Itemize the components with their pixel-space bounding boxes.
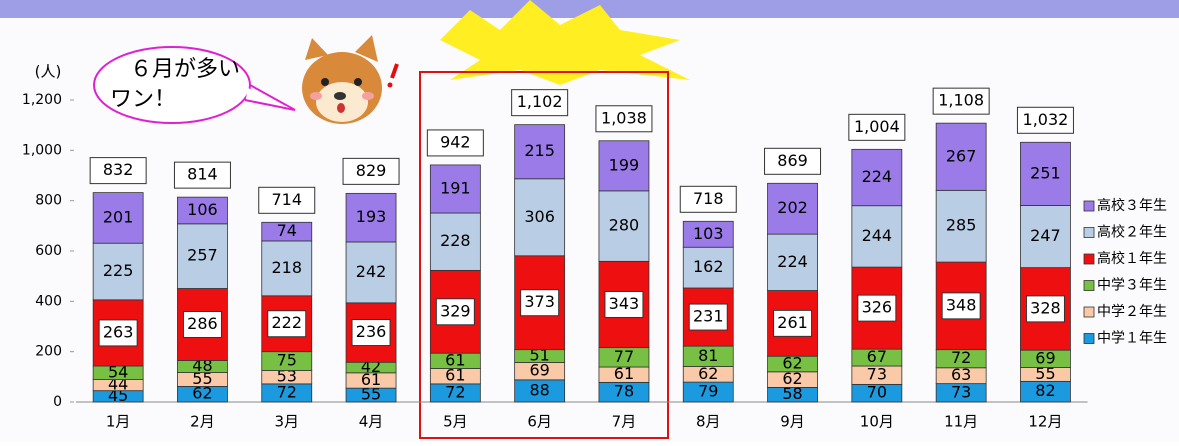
legend-label: 高校１年生 xyxy=(1097,250,1167,267)
page: ６月が多い ワン！ (人) 0 200 400 600 800 1,000 1,200 1月 4… xyxy=(0,0,1179,446)
segment-label: 78 xyxy=(614,382,634,401)
legend-label: 中学２年生 xyxy=(1097,304,1167,320)
total-label: 1,038 xyxy=(601,108,647,127)
segment-label: 191 xyxy=(440,178,471,197)
segment-label: 82 xyxy=(1035,381,1055,400)
segment-label: 106 xyxy=(187,200,218,219)
segment-label: 306 xyxy=(524,207,555,226)
total-label: 832 xyxy=(103,160,134,179)
segment-label: 373 xyxy=(524,292,555,311)
segment-label: 236 xyxy=(356,322,387,341)
x-tick-label: 10月 xyxy=(860,413,894,431)
legend-label: 中学３年生 xyxy=(1097,278,1167,294)
segment-label: 215 xyxy=(524,141,555,160)
legend-label: 高校３年生 xyxy=(1097,197,1167,214)
segment-label: 88 xyxy=(529,380,549,399)
segment-label: 72 xyxy=(951,348,971,367)
legend-label: 高校２年生 xyxy=(1097,224,1167,241)
x-tick-label: 2月 xyxy=(190,413,215,431)
segment-label: 326 xyxy=(862,298,893,317)
segment-label: 201 xyxy=(103,207,134,226)
legend-swatch xyxy=(1084,281,1094,291)
segment-label: 231 xyxy=(693,307,724,326)
y-tick-label: 1,000 xyxy=(22,142,62,158)
segment-label: 286 xyxy=(187,314,218,333)
segment-label: 257 xyxy=(187,246,218,265)
total-label: 1,108 xyxy=(938,91,984,110)
legend-swatch xyxy=(1084,254,1094,264)
x-tick-label: 6月 xyxy=(527,413,552,431)
legend-swatch xyxy=(1084,307,1094,317)
segment-label: 70 xyxy=(867,383,887,402)
x-tick-label: 5月 xyxy=(443,413,468,431)
legend-swatch xyxy=(1084,228,1094,238)
segment-label: 69 xyxy=(1035,348,1055,367)
segment-label: 263 xyxy=(103,322,134,341)
y-tick-label: 0 xyxy=(53,394,62,410)
segment-label: 218 xyxy=(271,258,302,277)
segment-label: 162 xyxy=(693,257,724,276)
total-label: 829 xyxy=(356,161,387,180)
y-tick-label: 800 xyxy=(35,193,62,209)
segment-label: 193 xyxy=(356,207,387,226)
segment-label: 67 xyxy=(867,347,887,366)
y-tick-label: 600 xyxy=(35,243,62,259)
segment-label: 81 xyxy=(698,346,718,365)
y-tick-label: 1,200 xyxy=(22,92,62,108)
segment-label: 199 xyxy=(609,155,640,174)
segment-label: 280 xyxy=(609,216,640,235)
x-tick-label: 7月 xyxy=(612,413,637,431)
segment-label: 73 xyxy=(867,365,887,384)
segment-label: 77 xyxy=(614,347,634,366)
x-tick-label: 8月 xyxy=(696,413,721,431)
legend-swatch xyxy=(1084,334,1094,344)
x-tick-label: 1月 xyxy=(106,413,131,431)
x-tick-label: 9月 xyxy=(780,413,805,431)
segment-label: 329 xyxy=(440,301,471,320)
segment-label: 224 xyxy=(862,167,893,186)
segment-label: 242 xyxy=(356,262,387,281)
total-label: 714 xyxy=(271,190,302,209)
y-tick-label: 400 xyxy=(35,293,62,309)
segment-label: 261 xyxy=(777,313,808,332)
legend-swatch xyxy=(1084,201,1094,211)
segment-label: 72 xyxy=(445,382,465,401)
x-tick-label: 3月 xyxy=(274,413,299,431)
y-unit: (人) xyxy=(35,63,62,81)
segment-label: 74 xyxy=(277,221,297,240)
chart: ６月が多い ワン！ (人) 0 200 400 600 800 1,000 1,200 1月 4… xyxy=(0,0,1179,442)
callout-text: ６月が多い xyxy=(130,57,240,82)
segment-label: 285 xyxy=(946,216,977,235)
x-tick-label: 11月 xyxy=(944,413,978,431)
callout-text: ワン！ xyxy=(110,87,176,112)
x-tick-label: 12月 xyxy=(1028,413,1062,431)
segment-label: 228 xyxy=(440,231,471,250)
segment-label: 244 xyxy=(862,226,893,245)
total-label: 869 xyxy=(777,151,808,170)
segment-label: 73 xyxy=(951,382,971,401)
total-label: 814 xyxy=(187,165,218,184)
segment-label: 251 xyxy=(1030,163,1061,182)
total-label: 1,032 xyxy=(1023,110,1069,129)
y-tick-label: 200 xyxy=(35,344,62,360)
segment-label: 79 xyxy=(698,382,718,401)
segment-label: 247 xyxy=(1030,226,1061,245)
segment-label: 202 xyxy=(777,198,808,217)
segment-label: 343 xyxy=(609,294,640,313)
segment-label: 328 xyxy=(1030,298,1061,317)
total-label: 718 xyxy=(693,189,724,208)
legend-label: 中学１年生 xyxy=(1097,331,1167,347)
segment-label: 103 xyxy=(693,224,724,243)
x-tick-label: 4月 xyxy=(359,413,384,431)
segment-label: 224 xyxy=(777,252,808,271)
segment-label: 75 xyxy=(277,351,297,370)
total-label: 942 xyxy=(440,132,471,151)
segment-label: 348 xyxy=(946,295,977,314)
segment-label: 225 xyxy=(103,261,134,280)
total-label: 1,004 xyxy=(854,117,900,136)
total-label: 1,102 xyxy=(517,92,563,111)
segment-label: 267 xyxy=(946,146,977,165)
segment-label: 222 xyxy=(271,313,302,332)
